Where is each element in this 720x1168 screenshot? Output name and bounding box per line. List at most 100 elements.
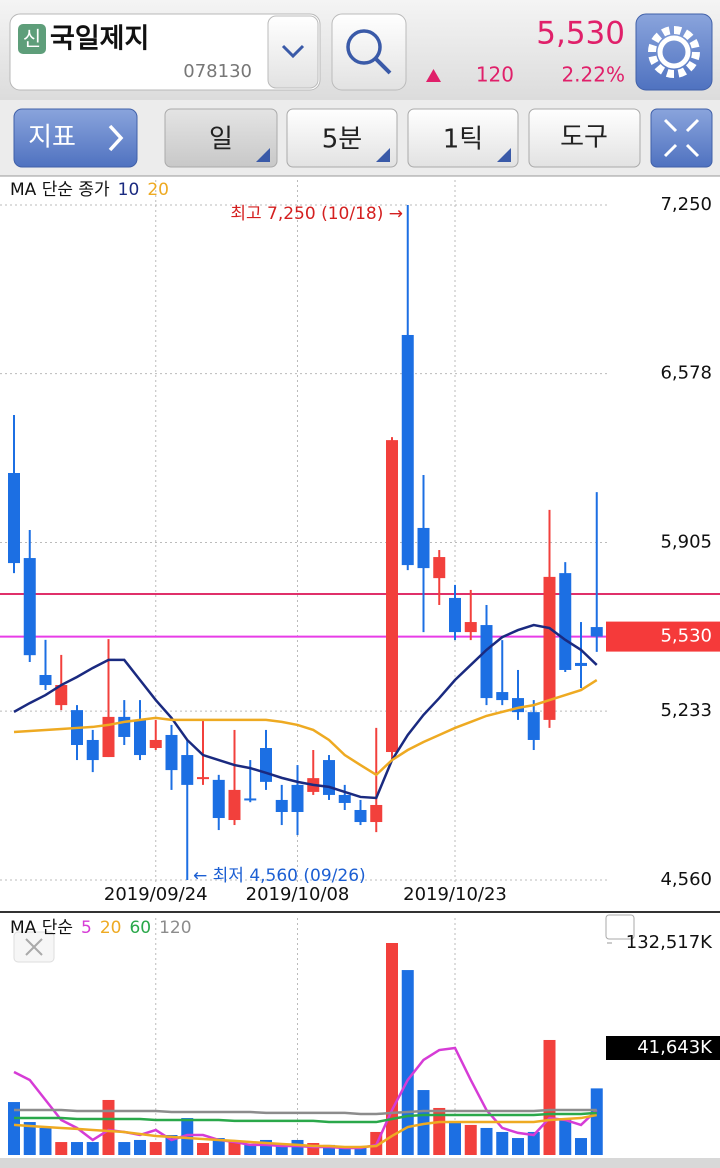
volume-bar	[543, 1039, 556, 1155]
volume-bar	[197, 1143, 209, 1155]
annotation: 최고 7,250 (10/18) →	[230, 204, 403, 224]
last-volume-box	[606, 1036, 720, 1060]
corner-icon	[256, 148, 270, 162]
volume-bar	[118, 1142, 131, 1155]
candle-body	[417, 527, 430, 569]
candle-body	[39, 674, 52, 686]
candle-body	[543, 576, 556, 720]
search-icon	[374, 57, 392, 75]
volume-bar	[575, 1138, 587, 1155]
volume-bar	[512, 1138, 524, 1155]
current-price-box	[606, 621, 720, 652]
candle-body	[86, 739, 99, 761]
candle-body	[23, 558, 36, 656]
volume-bar	[275, 1144, 288, 1155]
candle-body	[449, 597, 461, 633]
last-volume-label: 41,643K	[637, 1037, 713, 1058]
stock-box[interactable]	[9, 13, 321, 91]
volume-bar	[386, 943, 398, 1155]
x-tick-label: 2019/10/08	[246, 884, 350, 905]
candle-body	[527, 712, 540, 740]
candle-body	[559, 573, 572, 670]
x-tick-label: 2019/10/23	[403, 884, 507, 905]
candle-body	[134, 719, 146, 756]
close-icon	[25, 938, 43, 956]
volume-bar	[39, 1127, 52, 1155]
candle-body	[275, 799, 288, 812]
collapse-icon	[663, 118, 700, 158]
candle-body	[55, 685, 68, 706]
candle-body	[149, 739, 162, 749]
candle-body	[590, 627, 603, 637]
volume-bar	[307, 1143, 320, 1155]
corner-icon	[376, 148, 390, 162]
plot-area: 4,560 5,233 5,905 6,578 7,250 2019/09/24 2019/…	[0, 180, 720, 1155]
collapse-button[interactable]	[650, 108, 713, 168]
gear-icon	[657, 35, 691, 69]
bottom-tabs	[0, 1158, 720, 1168]
badge-text: 신	[23, 27, 41, 51]
indicator-button[interactable]	[13, 108, 138, 168]
candle-body	[433, 557, 446, 579]
candle-body	[323, 760, 335, 795]
tick1-button[interactable]	[407, 108, 519, 168]
tools-button[interactable]	[528, 108, 641, 168]
up-arrow	[426, 69, 441, 82]
min5-label: 5분	[322, 125, 362, 155]
legend-item: 60	[129, 918, 151, 938]
indicator-label: 지표	[28, 123, 76, 153]
dropdown-button[interactable]	[267, 15, 319, 89]
day-button[interactable]	[164, 108, 278, 168]
volume-bar	[559, 1118, 572, 1155]
volume-bar	[55, 1142, 68, 1155]
volume-ma-line	[13, 1046, 598, 1150]
volume-ma-line	[14, 1108, 597, 1116]
volume-bar	[86, 1142, 99, 1155]
y-tick-label: 5,905	[660, 532, 712, 553]
corner-icon	[497, 148, 511, 162]
candle-body	[464, 622, 477, 633]
volume-bar	[480, 1127, 493, 1155]
legend-item: 120	[159, 918, 191, 938]
settings-button[interactable]	[635, 13, 713, 91]
volume-bar	[354, 1146, 367, 1155]
tools-label: 도구	[560, 123, 608, 153]
volume-bar	[527, 1131, 540, 1155]
ma-line	[13, 678, 598, 777]
volume-bar	[134, 1139, 146, 1155]
dropdown-icon	[281, 44, 305, 59]
candle-body	[401, 334, 414, 566]
volume-ma-line	[13, 1113, 597, 1149]
candle-body	[496, 692, 509, 701]
ma-line	[13, 623, 598, 800]
candle-body	[386, 440, 398, 753]
resize-handle[interactable]	[605, 914, 635, 940]
legend-item: 20	[100, 918, 122, 938]
volume-bar	[181, 1118, 194, 1155]
volume-bar	[433, 1107, 446, 1155]
y-tick-label: 5,233	[660, 700, 712, 721]
volume-bar	[464, 1124, 477, 1155]
price-change: 120	[476, 63, 514, 87]
candle-body	[370, 804, 383, 823]
candle-body	[118, 716, 131, 737]
x-tick-label: 2019/09/24	[104, 884, 208, 905]
legend-item: 10	[118, 180, 140, 200]
candle-body	[354, 809, 367, 823]
min5-button[interactable]	[286, 108, 398, 168]
candle-body	[480, 625, 493, 699]
candle-body	[212, 779, 225, 819]
volume-ma-line	[14, 1111, 597, 1124]
candle-body	[575, 662, 587, 666]
search-button[interactable]	[331, 13, 407, 91]
legend-item: MA 단순 종가	[10, 180, 110, 200]
stock-code: 078130	[183, 61, 252, 82]
chevron	[108, 124, 124, 152]
y-tick-label: 132,517K	[626, 932, 713, 953]
search-icon	[346, 29, 382, 65]
volume-bar	[401, 970, 414, 1155]
legend-item: 5	[81, 918, 92, 938]
candle-body	[197, 777, 209, 780]
volume-bar	[149, 1142, 162, 1155]
